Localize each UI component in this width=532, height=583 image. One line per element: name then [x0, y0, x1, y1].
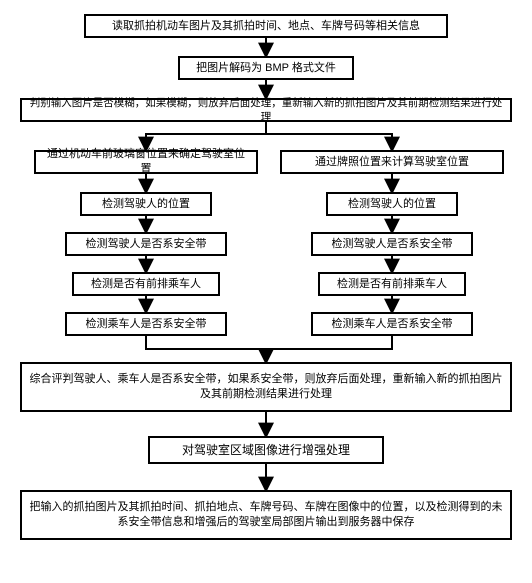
flow-node-n4: 综合评判驾驶人、乘车人是否系安全带，如果系安全带，则放弃后面处理，重新输入新的抓… — [20, 362, 512, 412]
flow-node-l1: 通过机动车前玻璃窗位置来确定驾驶室位置 — [34, 150, 258, 174]
flow-node-l5: 检测乘车人是否系安全带 — [65, 312, 227, 336]
flow-node-l2: 检测驾驶人的位置 — [80, 192, 212, 216]
flow-node-n6: 把输入的抓拍图片及其抓拍时间、抓拍地点、车牌号码、车牌在图像中的位置，以及检测得… — [20, 490, 512, 540]
flow-edge — [146, 336, 266, 362]
flow-node-l4: 检测是否有前排乘车人 — [72, 272, 220, 296]
flow-node-r5: 检测乘车人是否系安全带 — [311, 312, 473, 336]
flow-edge — [266, 122, 392, 150]
flow-node-r3: 检测驾驶人是否系安全带 — [311, 232, 473, 256]
flow-node-n2: 把图片解码为 BMP 格式文件 — [178, 56, 354, 80]
flow-edge — [146, 122, 266, 150]
flow-node-l3: 检测驾驶人是否系安全带 — [65, 232, 227, 256]
flow-edge — [266, 336, 392, 362]
flow-node-n1: 读取抓拍机动车图片及其抓拍时间、地点、车牌号码等相关信息 — [84, 14, 448, 38]
flow-node-r1: 通过牌照位置来计算驾驶室位置 — [280, 150, 504, 174]
flow-node-r4: 检测是否有前排乘车人 — [318, 272, 466, 296]
flow-node-r2: 检测驾驶人的位置 — [326, 192, 458, 216]
flow-node-n5: 对驾驶室区域图像进行增强处理 — [148, 436, 384, 464]
flow-node-n3: 判别输入图片是否模糊，如果模糊，则放弃后面处理，重新输入新的抓拍图片及其前期检测… — [20, 98, 512, 122]
